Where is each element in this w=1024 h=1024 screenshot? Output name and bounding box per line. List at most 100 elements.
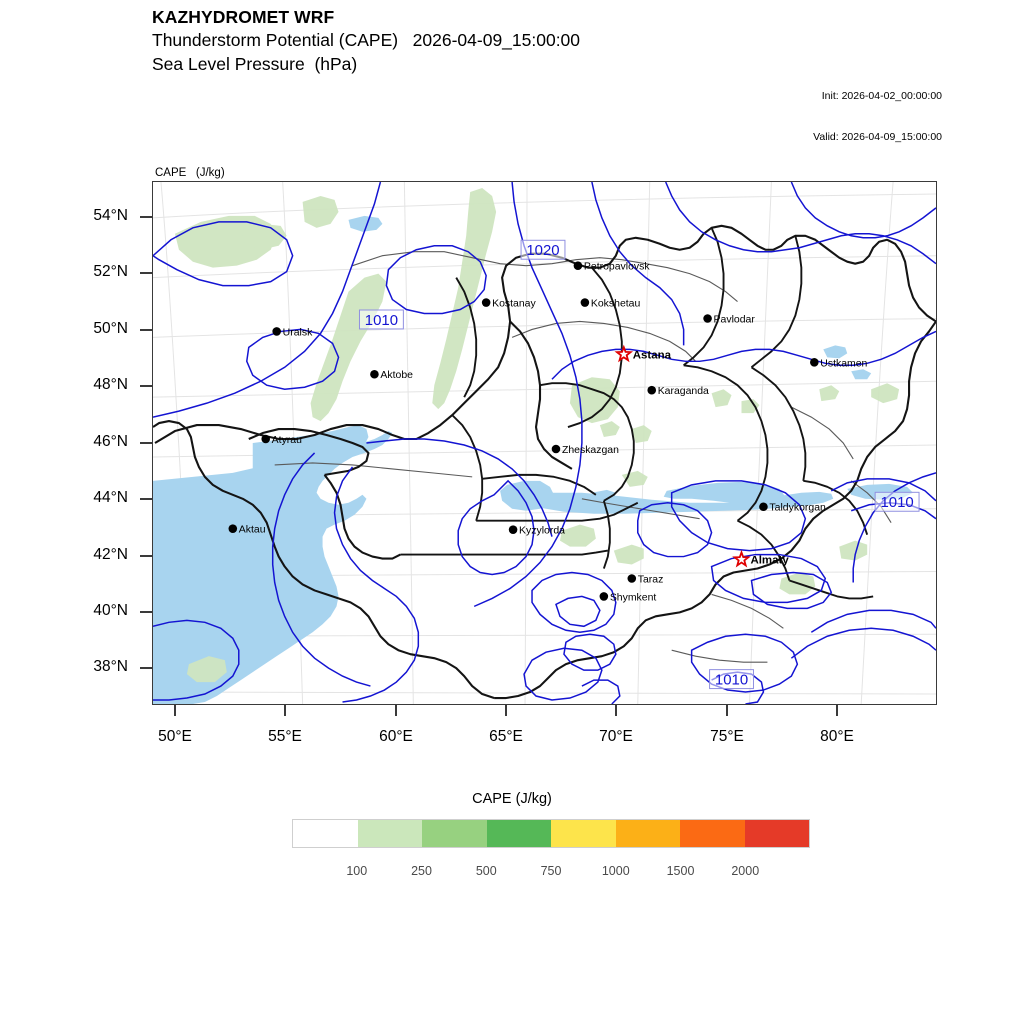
- lon-tick-mark: [836, 705, 838, 716]
- lon-tick-label: 70°E: [599, 728, 633, 745]
- map-panel[interactable]: 1020 1010 1010 1010 Petropavlovsk Kostanay Ko…: [152, 181, 937, 705]
- lon-tick-label: 50°E: [158, 728, 192, 745]
- header-block: KAZHYDROMET WRF Thunderstorm Potential (…: [152, 6, 912, 76]
- map-canvas[interactable]: 1020 1010 1010 1010 Petropavlovsk Kostanay Ko…: [153, 182, 936, 704]
- isobar-contours: [153, 182, 936, 704]
- colorbar-tick-label: 2000: [731, 864, 760, 878]
- init-time: Init: 2026-04-02_00:00:00: [821, 90, 942, 102]
- city-label: Uralsk: [283, 327, 313, 338]
- isobar-label-box: [520, 239, 566, 260]
- city-marker[interactable]: Almaty: [732, 549, 790, 568]
- lat-tick-mark: [140, 272, 152, 274]
- capital-star-icon: [614, 344, 634, 363]
- lon-tick-mark: [174, 705, 176, 716]
- lat-tick-label: 42°N: [93, 546, 128, 563]
- colorbar-segment: [486, 820, 551, 847]
- city-dot-icon: [228, 524, 238, 533]
- lat-tick-label: 40°N: [93, 602, 128, 619]
- lat-tick-label: 52°N: [93, 263, 128, 280]
- lat-tick-mark: [140, 385, 152, 387]
- city-dot-icon: [810, 358, 819, 367]
- city-label: Aktau: [239, 525, 266, 536]
- city-dot-icon: [272, 327, 281, 336]
- city-marker[interactable]: Taldykorgan: [759, 502, 826, 514]
- city-label: Atyrau: [272, 435, 302, 446]
- city-marker[interactable]: Karaganda: [647, 385, 709, 397]
- city-label: Zheskazgan: [562, 445, 619, 456]
- water-bodies: [153, 215, 914, 704]
- product-title: Thunderstorm Potential (CAPE) 2026-04-09…: [152, 30, 581, 50]
- city-marker[interactable]: Aktobe: [370, 369, 413, 381]
- city-label: Petropavlovsk: [584, 262, 650, 273]
- model-title: KAZHYDROMET WRF: [152, 7, 335, 27]
- colorbar-tick-label: 1000: [601, 864, 630, 878]
- city-marker[interactable]: Petropavlovsk: [573, 261, 651, 273]
- city-dot-icon: [599, 592, 609, 601]
- lat-tick-mark: [140, 498, 152, 500]
- city-marker[interactable]: Uralsk: [272, 327, 313, 338]
- city-label: Almaty: [750, 555, 789, 567]
- lat-tick-label: 38°N: [93, 658, 128, 675]
- lon-tick-mark: [505, 705, 507, 716]
- colorbar-tick-label: 100: [346, 864, 368, 878]
- city-dot-icon: [647, 385, 657, 395]
- capital-star-icon: [732, 549, 751, 568]
- city-label: Taldykorgan: [769, 503, 826, 514]
- city-marker[interactable]: Kyzylorda: [508, 525, 565, 537]
- lon-tick-mark: [726, 705, 728, 716]
- lon-tick-label: 80°E: [820, 728, 854, 745]
- city-dot-icon: [481, 298, 491, 307]
- city-dot-icon: [261, 434, 271, 444]
- isobar-label-box: [709, 669, 754, 690]
- city-marker[interactable]: Shymkent: [599, 592, 657, 603]
- city-dot-icon: [551, 444, 561, 454]
- lon-tick-label: 55°E: [268, 728, 302, 745]
- lat-tick-label: 46°N: [93, 433, 128, 450]
- city-label: Kostanay: [492, 299, 536, 310]
- city-dot-icon: [370, 369, 379, 379]
- colorbar[interactable]: [292, 819, 810, 848]
- lon-tick-label: 75°E: [710, 728, 744, 745]
- city-marker[interactable]: Atyrau: [261, 434, 302, 446]
- city-dot-icon: [627, 574, 637, 583]
- city-dot-icon: [508, 525, 518, 534]
- city-marker[interactable]: Zheskazgan: [551, 444, 619, 456]
- lat-tick-label: 50°N: [93, 320, 128, 337]
- region-borders: [274, 251, 892, 663]
- colorbar-segment: [680, 820, 745, 847]
- city-marker[interactable]: Pavlodar: [703, 314, 755, 325]
- isobar-label-box: [874, 491, 920, 512]
- city-label: Taraz: [638, 574, 664, 585]
- lat-tick-mark: [140, 611, 152, 613]
- valid-time: Valid: 2026-04-09_15:00:00: [813, 130, 942, 143]
- lat-tick-label: 44°N: [93, 489, 128, 506]
- city-dot-icon: [759, 502, 768, 512]
- colorbar-segment: [293, 820, 358, 847]
- isobar-label: 1020: [520, 239, 566, 260]
- run-timestamps: Init: 2026-04-02_00:00:00 Valid: 2026-04…: [772, 63, 942, 158]
- province-boundaries: [400, 227, 874, 600]
- lat-tick-mark: [140, 555, 152, 557]
- colorbar-segment: [615, 820, 680, 847]
- city-label: Kokshetau: [591, 299, 641, 310]
- lon-tick-mark: [615, 705, 617, 716]
- city-label: Kyzylorda: [519, 526, 565, 537]
- city-marker[interactable]: Taraz: [627, 574, 663, 585]
- lon-tick-mark: [395, 705, 397, 716]
- city-dot-icon: [580, 298, 590, 307]
- colorbar-tick-label: 500: [475, 864, 497, 878]
- city-marker[interactable]: Aktau: [228, 524, 266, 536]
- lat-tick-mark: [140, 442, 152, 444]
- city-marker[interactable]: Kokshetau: [580, 298, 641, 310]
- city-label: Pavlodar: [714, 314, 756, 325]
- isobar-label: 1010: [358, 309, 404, 330]
- colorbar-tick-label: 1500: [666, 864, 695, 878]
- city-label: Astana: [633, 349, 672, 361]
- city-label: Ustkamen: [820, 358, 867, 369]
- colorbar-segment: [744, 820, 809, 847]
- city-label: Aktobe: [380, 370, 413, 381]
- city-marker[interactable]: Astana: [614, 344, 672, 363]
- city-marker[interactable]: Ustkamen: [810, 358, 868, 369]
- city-marker[interactable]: Kostanay: [481, 298, 537, 310]
- lon-tick-label: 60°E: [379, 728, 413, 745]
